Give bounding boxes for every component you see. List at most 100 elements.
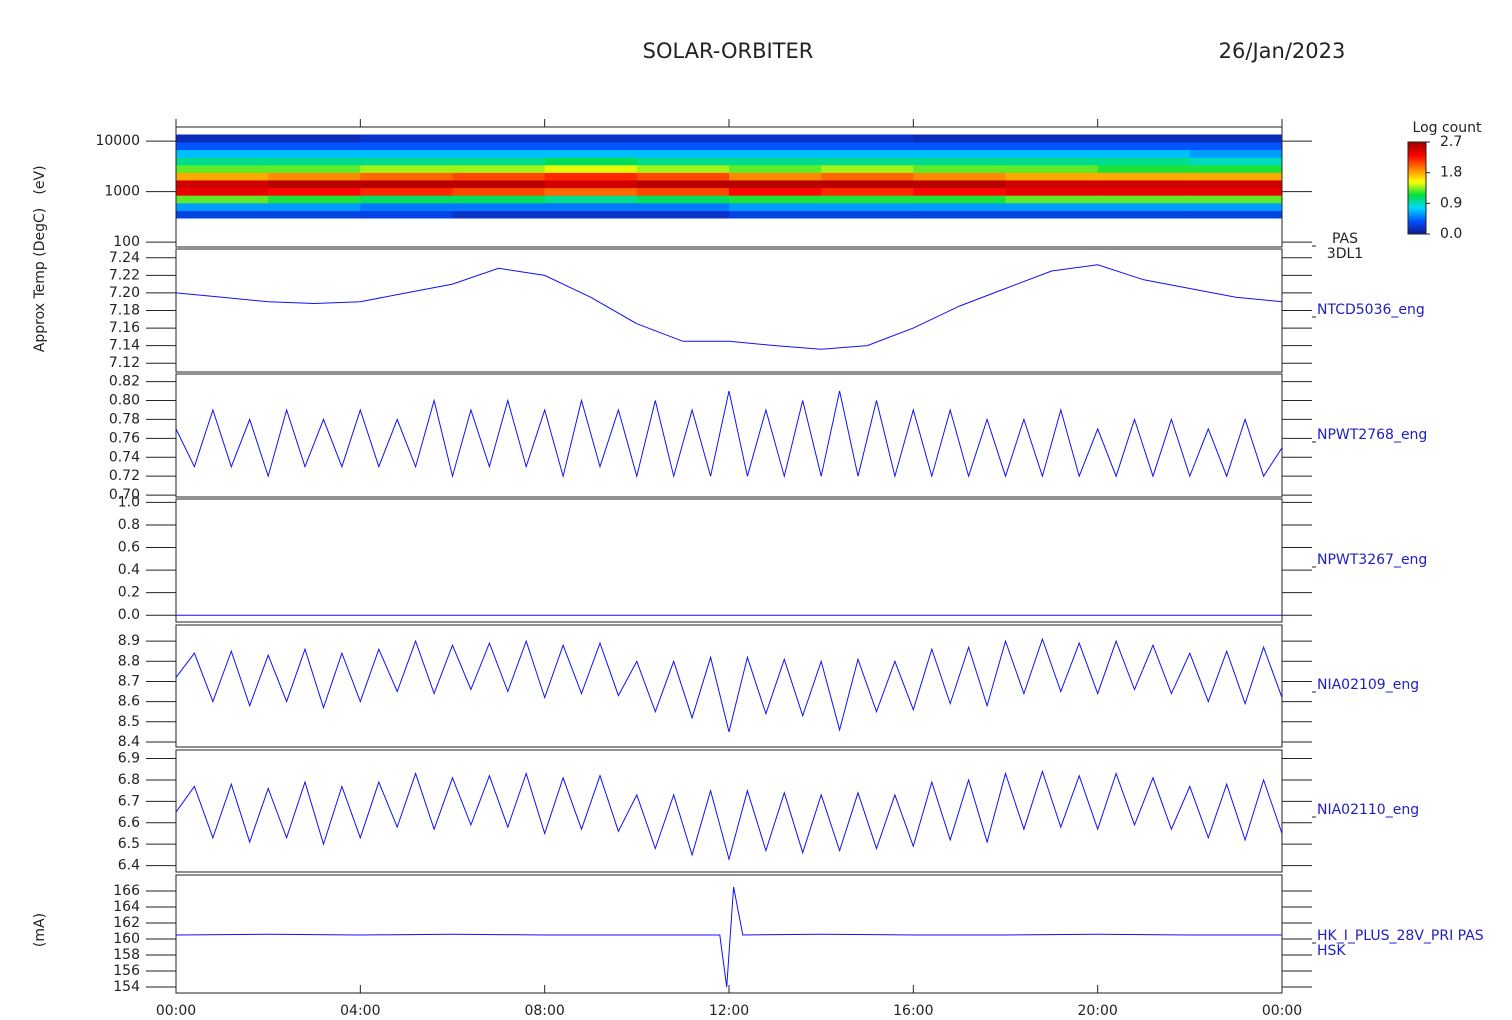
heatmap-cell	[1097, 172, 1191, 181]
heatmap-cell	[1097, 134, 1191, 143]
heatmap-cell	[452, 210, 546, 219]
colorbar-segment	[1408, 158, 1426, 161]
y-tick-label: 7.18	[109, 303, 140, 319]
y-tick-label: 158	[113, 947, 140, 963]
heatmap-cell	[636, 195, 730, 204]
colorbar-segment	[1408, 190, 1426, 193]
y-tick-label: 8.7	[118, 673, 140, 689]
y-tick-label: 1.0	[118, 494, 140, 510]
x-tick-label: 04:00	[340, 1003, 380, 1019]
heatmap-cell	[1097, 187, 1191, 196]
heatmap-cell	[821, 134, 914, 143]
y-tick-label: 0.82	[109, 374, 140, 390]
heatmap-cell	[360, 134, 453, 143]
heatmap-cell	[268, 149, 361, 158]
heatmap-cell	[1189, 210, 1283, 219]
heatmap-cell	[1005, 195, 1099, 204]
heatmap-cell	[729, 134, 822, 143]
y-tick-label: 6.9	[118, 751, 140, 767]
heatmap-cell	[636, 172, 730, 181]
colorbar-segment	[1408, 194, 1426, 197]
heatmap-cell	[360, 157, 453, 166]
heatmap-cell	[544, 210, 638, 219]
x-tick-label: 08:00	[524, 1003, 564, 1019]
colorbar-tick-label: 1.8	[1440, 165, 1462, 181]
heatmap-cell	[636, 157, 730, 166]
x-tick-label: 20:00	[1077, 1003, 1117, 1019]
heatmap-cell	[1097, 195, 1191, 204]
heatmap-cell	[1097, 141, 1191, 151]
y-tick-label: 164	[113, 899, 140, 915]
heatmap-cell	[821, 172, 914, 181]
heatmap-cell	[821, 202, 914, 212]
x-tick-label: 00:00	[156, 1003, 196, 1019]
colorbar-title: Log count	[1413, 120, 1482, 136]
heatmap-cell	[176, 134, 269, 143]
heatmap-cell	[821, 195, 914, 204]
heatmap-cell	[360, 210, 453, 219]
series-label: NIA02110_eng	[1317, 802, 1419, 818]
y-tick-label: 7.12	[109, 355, 140, 371]
title: SOLAR-ORBITER	[643, 39, 814, 63]
series-label: NIA02109_eng	[1317, 677, 1419, 693]
heatmap-cell	[729, 187, 822, 196]
heatmap-cell	[729, 141, 822, 151]
heatmap-cell	[1189, 195, 1283, 204]
heatmap-cell	[1189, 187, 1283, 196]
colorbar-segment	[1408, 180, 1426, 183]
x-tick-label: 00:00	[1262, 1003, 1302, 1019]
heatmap-cell	[452, 164, 546, 173]
colorbar-tick-label: 2.7	[1440, 134, 1462, 150]
heatmap-cell	[452, 134, 546, 143]
heatmap-cell	[913, 157, 1006, 166]
heatmap-cell	[268, 164, 361, 173]
colorbar-segment	[1408, 192, 1426, 195]
colorbar-segment	[1408, 224, 1426, 227]
y-tick-label: 0.4	[118, 562, 140, 578]
heatmap-cell	[268, 157, 361, 166]
heatmap-cell	[1097, 202, 1191, 212]
heatmap-cell	[268, 179, 361, 189]
colorbar-segment	[1408, 208, 1426, 211]
y-tick-label: 7.16	[109, 320, 140, 336]
y-tick-label: 0.78	[109, 411, 140, 427]
colorbar-segment	[1408, 228, 1426, 231]
y-tick-label: 0.80	[109, 392, 140, 408]
colorbar-segment	[1408, 222, 1426, 225]
heatmap-cell	[1005, 149, 1099, 158]
series-sublabel: HSK	[1317, 943, 1346, 959]
colorbar-segment	[1408, 198, 1426, 201]
heatmap-cell	[1097, 149, 1191, 158]
colorbar-segment	[1408, 174, 1426, 177]
colorbar-segment	[1408, 168, 1426, 171]
colorbar-segment	[1408, 172, 1426, 175]
heatmap-cell	[913, 187, 1006, 196]
colorbar-segment	[1408, 188, 1426, 191]
y-tick-label: 0.72	[109, 468, 140, 484]
heatmap-cell	[452, 157, 546, 166]
heatmap-cell	[268, 210, 361, 219]
heatmap-cell	[544, 195, 638, 204]
heatmap-cell	[360, 202, 453, 212]
heatmap-cell	[544, 157, 638, 166]
heatmap-cell	[636, 141, 730, 151]
heatmap-cell	[268, 187, 361, 196]
y-tick-label: 162	[113, 915, 140, 931]
heatmap-cell	[821, 164, 914, 173]
heatmap-cell	[729, 179, 822, 189]
colorbar-segment	[1408, 146, 1426, 149]
colorbar-segment	[1408, 156, 1426, 159]
y-tick-label: 8.4	[118, 734, 140, 750]
heatmap-cell	[636, 179, 730, 189]
y-tick-label: 156	[113, 963, 140, 979]
heatmap-cell	[544, 179, 638, 189]
heatmap-cell	[729, 157, 822, 166]
colorbar-tick-label: 0.0	[1440, 226, 1462, 242]
heatmap-cell	[821, 157, 914, 166]
heatmap-cell	[1005, 157, 1099, 166]
heatmap-cell	[729, 210, 822, 219]
y-tick-label: 100	[113, 234, 140, 250]
heatmap-cell	[360, 149, 453, 158]
heatmap-cell	[729, 195, 822, 204]
